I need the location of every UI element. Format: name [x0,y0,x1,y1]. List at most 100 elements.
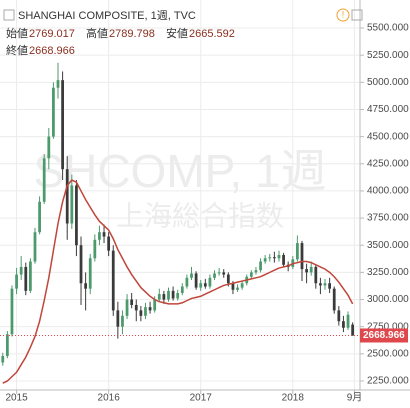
y-tick-label: 4000.000 [367,186,409,197]
candle-body [180,286,184,294]
grid [0,0,360,390]
candle-body [185,277,189,287]
candle-body [194,273,198,288]
ohlc-label: 高値 [86,26,108,40]
candle-body [38,201,41,233]
y-tick-label: 3000.000 [367,294,409,305]
candle-body [125,299,129,316]
last-price-label: 2668.966 [363,330,405,341]
candle-body [19,266,23,275]
candle-body [102,232,106,237]
x-tick-label: 9月 [347,392,363,403]
candle-body [153,299,157,311]
y-tick-label: 2750.000 [367,321,409,332]
symbol-icon [3,9,15,21]
x-tick-label: 2016 [98,393,121,403]
candle-body [277,255,281,259]
y-tick-label: 2500.000 [367,348,409,359]
candle-body [84,283,88,289]
candle-body [65,169,69,224]
candle-body [52,87,55,137]
candle-body [236,287,239,290]
x-tick-label: 2018 [282,393,305,403]
candle-body [346,314,350,328]
candle-body [130,299,134,305]
last-price-tag [360,328,408,343]
candle-body [300,243,304,270]
y-tick-label: 5250.000 [367,50,409,61]
candle-body [342,321,345,328]
candle-body [323,283,327,286]
candle-body [319,283,322,286]
chart-title: SHANGHAI COMPOSITE, 1週, TVC [18,9,196,22]
candle-body [199,283,203,288]
ohlc-value: 2789.798 [109,28,155,40]
x-tick-label: 2015 [5,393,28,403]
ohlc-label: 安値 [166,26,188,40]
watermark: 上海総合指数 [116,200,284,231]
candle-body [208,277,212,287]
candle-body [171,290,175,299]
candle-body [75,185,78,246]
candle-body [176,293,180,299]
candle-body [10,288,14,335]
candle-body [42,158,46,202]
candle-body [203,283,207,287]
ohlc-label: 終値 [6,43,28,57]
candle-body [240,283,244,288]
settings-icon[interactable] [351,9,363,21]
candle-body [167,290,170,300]
candle-body [47,136,51,159]
y-tick-label: 2250.000 [367,376,409,387]
y-tick-label: 4750.000 [367,104,409,115]
candle-body [107,236,111,251]
candle-body [282,255,285,265]
candle-body [328,283,331,289]
candle-body [162,294,166,300]
candle-body [70,185,74,224]
candle-body [268,257,272,259]
candle-body [56,80,60,88]
candle-body [263,258,267,262]
candle-body [226,274,230,284]
candle-body [337,310,341,322]
candle-body [88,258,92,289]
candle-body [272,257,276,259]
ohlc-header: 始値 2769.017 高値 2789.798 安値 2665.592 終値 2668.966 [6,26,235,57]
ohlc-value: 2668.966 [29,45,75,57]
moving-average-line [2,179,354,384]
candle-body [61,80,64,170]
candle-body [29,261,32,291]
candle-body [332,288,336,311]
axes: 2250.000 2500.000 2750.000 3000.000 3250.000… [5,23,409,404]
candle-body [213,273,216,278]
candle-body [15,274,18,289]
y-tick-label: 3750.000 [367,213,409,224]
candle-body [134,304,138,311]
y-tick-label: 3250.000 [367,267,409,278]
candle-body [111,250,115,311]
candle-body [98,232,101,240]
candle-body [116,310,120,327]
y-tick-label: 3500.000 [367,240,409,251]
candle-body [144,307,147,316]
plot [0,62,360,384]
candle-body [121,315,124,327]
y-tick-label: 5500.000 [367,23,409,34]
alert-icon[interactable] [336,8,350,22]
candle-body [314,266,318,284]
alert-icon-mark: ! [342,9,345,19]
candle-body [231,283,235,290]
candle-body [305,269,308,273]
ohlc-label: 始値 [6,26,28,40]
candle-body [157,294,161,300]
candle-body [222,272,226,275]
candle-body [190,273,193,278]
candle-body [217,272,221,274]
candle-body [259,261,262,271]
y-tick-label: 5000.000 [367,77,409,88]
candle-body [1,356,5,363]
candle-body [5,334,9,357]
candle-body [249,272,253,277]
